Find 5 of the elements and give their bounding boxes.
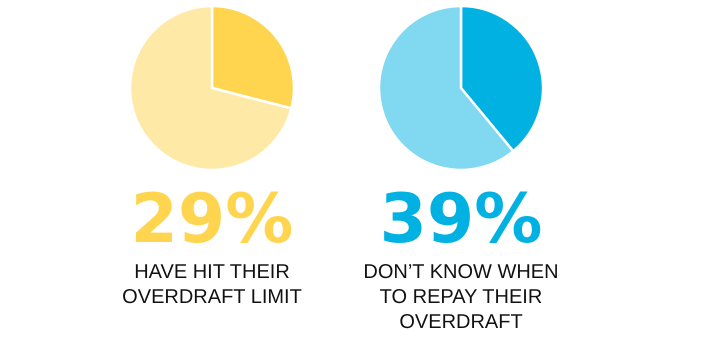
text: DON’T KNOW WHEN TO REPAY THEIR OVERDRAFT [363, 261, 559, 333]
pie-slice [128, 4, 293, 172]
text: 29% [130, 180, 294, 259]
text: 39% [380, 180, 542, 259]
text: HAVE HIT THEIR OVERDRAFT LIMIT [122, 261, 302, 308]
